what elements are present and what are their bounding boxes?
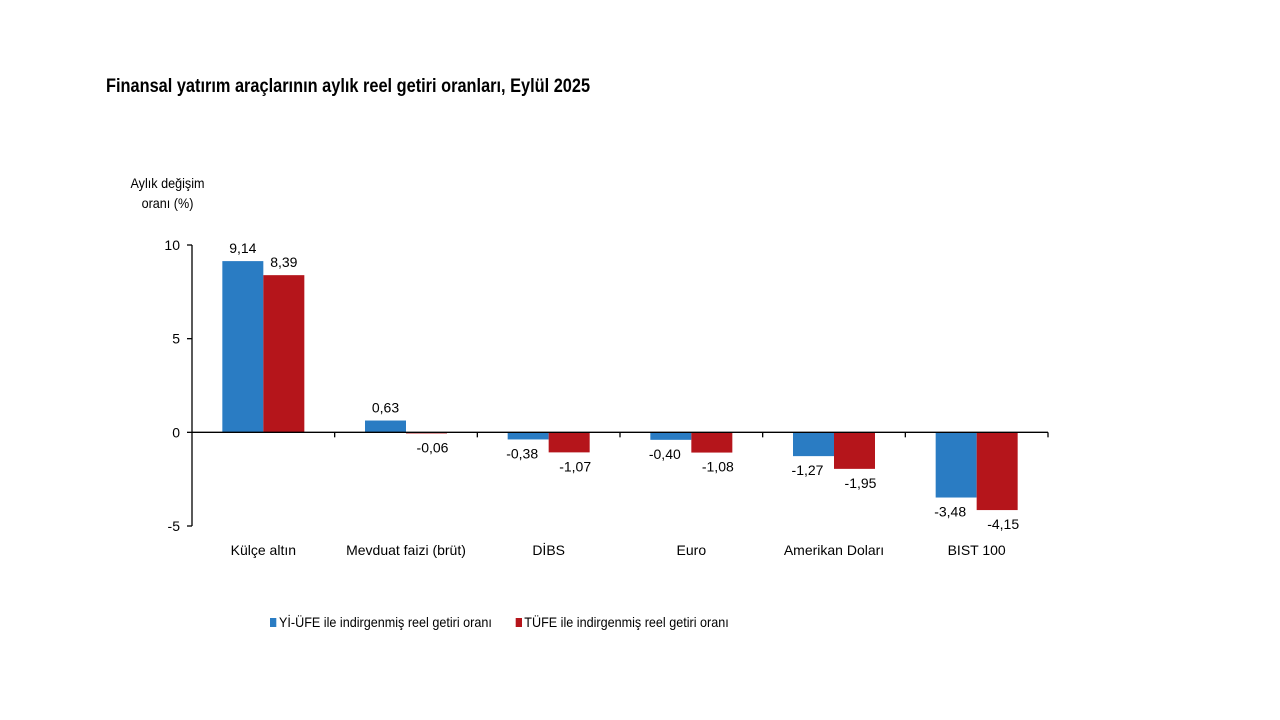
data-label-tufe-4: -1,95 — [845, 475, 877, 491]
chart-title: Finansal yatırım araçlarının aylık reel … — [106, 76, 591, 97]
y-axis-label: Aylık değişim oranı (%) — [118, 173, 217, 213]
data-label-tufe-0: 8,39 — [270, 254, 297, 270]
legend-swatch-tufe — [515, 617, 522, 627]
y-tick-label-2: 0 — [172, 424, 180, 440]
bar-tufe-4 — [834, 432, 875, 469]
data-label-tufe-5: -4,15 — [987, 516, 1019, 532]
data-label-tufe-1: -0,06 — [417, 439, 449, 455]
bar-tufe-0 — [263, 275, 305, 433]
legend-item-tufe: TÜFE ile indirgenmiş reel getiri oranı — [515, 614, 729, 630]
data-label-yiufe-4: -1,27 — [792, 462, 824, 478]
category-label-4: Amerikan Doları — [784, 542, 884, 558]
category-label-2: DİBS — [532, 541, 565, 558]
y-axis-label-line-1: Aylık değişim — [130, 175, 205, 191]
y-tick-label-1: 5 — [172, 331, 180, 347]
data-label-yiufe-3: -0,40 — [649, 446, 681, 462]
bar-yiufe-2 — [507, 432, 549, 440]
data-label-yiufe-1: 0,63 — [372, 400, 399, 416]
category-label-3: Euro — [677, 542, 707, 558]
data-label-yiufe-2: -0,38 — [506, 445, 538, 461]
category-label-5: BIST 100 — [948, 542, 1006, 558]
y-axis-label-line-2: oranı (%) — [141, 195, 194, 211]
data-label-yiufe-5: -3,48 — [934, 504, 966, 520]
data-label-yiufe-0: 9,14 — [229, 240, 256, 256]
bar-yiufe-1 — [365, 420, 406, 433]
category-label-0: Külçe altın — [231, 542, 296, 558]
data-label-tufe-2: -1,07 — [559, 458, 591, 474]
legend-item-yiufe: Yİ-ÜFE ile indirgenmiş reel getiri oranı — [270, 614, 492, 630]
bar-yiufe-3 — [650, 432, 692, 440]
legend-label-yiufe: Yİ-ÜFE ile indirgenmiş reel getiri oranı — [279, 614, 492, 630]
bar-yiufe-4 — [793, 432, 834, 457]
legend: Yİ-ÜFE ile indirgenmiş reel getiri oranı… — [270, 614, 729, 630]
legend-swatch-yiufe — [270, 617, 277, 627]
y-tick-label-3: -5 — [168, 518, 181, 534]
legend-label-tufe: TÜFE ile indirgenmiş reel getiri oranı — [524, 614, 729, 630]
category-label-1: Mevduat faizi (brüt) — [346, 542, 466, 558]
bar-tufe-2 — [548, 432, 590, 453]
bar-tufe-3 — [691, 432, 733, 453]
y-tick-label-0: 10 — [164, 237, 180, 253]
bar-yiufe-5 — [935, 432, 977, 498]
bar-yiufe-0 — [222, 261, 264, 433]
bar-tufe-5 — [976, 432, 1018, 511]
data-label-tufe-3: -1,08 — [702, 459, 734, 475]
